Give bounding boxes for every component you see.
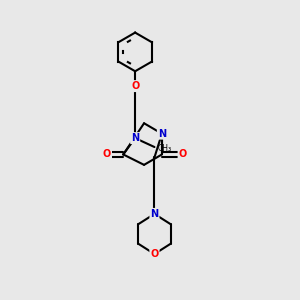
Text: O: O (178, 149, 187, 160)
Text: CH₃: CH₃ (158, 144, 172, 153)
Text: O: O (131, 81, 139, 91)
Text: N: N (131, 133, 139, 143)
Text: N: N (158, 129, 166, 139)
Text: O: O (103, 149, 111, 160)
Text: O: O (150, 249, 159, 259)
Text: N: N (150, 209, 158, 219)
